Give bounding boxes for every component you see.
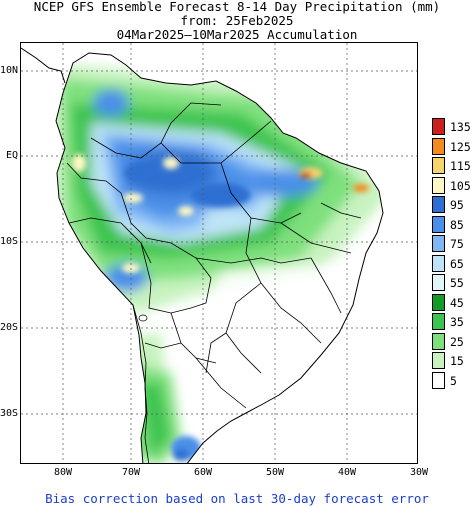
legend-swatch <box>432 118 445 135</box>
lake-titicaca <box>138 314 148 322</box>
legend-label: 115 <box>450 159 471 173</box>
legend-label: 95 <box>450 198 464 212</box>
lon-label-50w: 50W <box>265 467 285 478</box>
legend-label: 35 <box>450 315 464 329</box>
legend-label: 15 <box>450 354 464 368</box>
legend-swatch <box>432 196 445 213</box>
legend-swatch <box>432 352 445 369</box>
legend-label: 105 <box>450 178 471 193</box>
map-canvas <box>21 43 417 463</box>
map-title: NCEP GFS Ensemble Forecast 8-14 Day Prec… <box>33 0 441 14</box>
legend-swatch <box>432 313 445 330</box>
legend-swatch <box>432 293 445 311</box>
lon-label-40w: 40W <box>337 467 357 478</box>
lat-label-10n: 10N <box>0 65 19 76</box>
legend-swatch <box>432 137 445 155</box>
legend-swatch <box>432 235 445 252</box>
lon-label-30w: 30W <box>409 467 429 478</box>
lon-label-70w: 70W <box>121 467 141 478</box>
lon-label-60w: 60W <box>193 467 213 478</box>
lat-label-eq: EQ <box>5 150 18 161</box>
legend-label: 25 <box>450 334 464 349</box>
legend-label: 5 <box>450 373 457 388</box>
lat-label-10s: 10S <box>0 236 19 247</box>
lat-label-20s: 20S <box>0 322 19 333</box>
map-gridlines <box>21 43 417 463</box>
lat-label-30s: 30S <box>0 408 19 419</box>
legend-label: 65 <box>450 256 464 271</box>
accumulation-period: 04Mar2025—10Mar2025 Accumulation <box>116 27 358 42</box>
legend-swatch <box>432 274 445 291</box>
legend-label: 75 <box>450 237 464 251</box>
coastline <box>55 52 384 463</box>
forecast-init-date: from: 25Feb2025 <box>180 13 294 28</box>
legend-label: 85 <box>450 217 464 232</box>
lon-label-80w: 80W <box>53 467 73 478</box>
legend-swatch <box>432 215 445 233</box>
bias-correction-note: Bias correction based on last 30-day for… <box>45 491 429 506</box>
legend-swatch <box>432 254 445 272</box>
legend-label: 45 <box>450 295 464 310</box>
legend-swatch <box>432 371 445 389</box>
legend-swatch <box>432 332 445 350</box>
legend-label: 125 <box>450 139 471 154</box>
precipitation-map <box>20 42 418 464</box>
precip-field <box>56 53 383 463</box>
country-borders <box>66 102 362 463</box>
legend-swatch <box>432 157 445 174</box>
central-america-coast <box>21 47 66 84</box>
legend-label: 55 <box>450 276 464 290</box>
legend-label: 135 <box>450 120 471 134</box>
legend-swatch <box>432 176 445 194</box>
